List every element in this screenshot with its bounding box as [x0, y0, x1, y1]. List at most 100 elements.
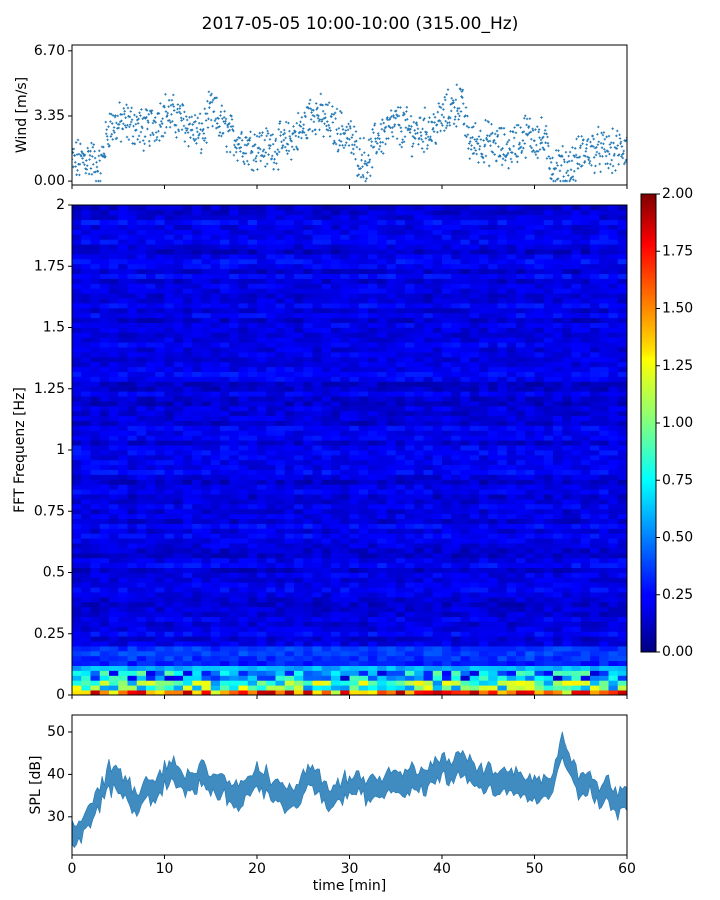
- spectrogram-cell: [506, 479, 517, 485]
- spectrogram-cell: [497, 528, 508, 534]
- spectrogram-cell: [247, 557, 258, 564]
- wind-point: [219, 114, 222, 117]
- spectrogram-cell: [340, 425, 350, 431]
- wind-point: [227, 129, 230, 133]
- spectrogram-cell: [358, 567, 369, 573]
- spectrogram-cell: [377, 459, 387, 466]
- spectrogram-cell: [81, 597, 91, 603]
- spectrogram-cell: [562, 577, 572, 583]
- spectrogram-cell: [201, 577, 212, 583]
- spectrogram-cell: [99, 523, 110, 529]
- wind-point: [431, 120, 434, 124]
- wind-point: [126, 106, 130, 110]
- wind-point: [285, 149, 288, 152]
- spectrogram-cell: [562, 538, 572, 544]
- spectrogram-cell: [183, 484, 193, 490]
- spectrogram-cell: [220, 680, 230, 686]
- spectrogram-cell: [516, 646, 526, 652]
- spectrogram-cell: [506, 489, 517, 495]
- spectrogram-cell: [580, 611, 591, 617]
- spectrogram-cell: [266, 518, 276, 524]
- wind-point: [355, 145, 359, 149]
- spectrogram-cell: [368, 396, 378, 402]
- wind-point: [523, 142, 526, 145]
- wind-point: [98, 149, 101, 153]
- spectrogram-cell: [562, 646, 572, 652]
- spectrogram-cell: [580, 572, 591, 578]
- spectrogram-cell: [266, 499, 276, 505]
- spectrogram-cell: [506, 548, 517, 554]
- spectrogram-cell: [488, 552, 498, 559]
- spectrogram-cell: [358, 425, 369, 431]
- spectrogram-cell: [599, 430, 609, 436]
- spectrogram-cell: [266, 440, 276, 446]
- spectrogram-cell: [525, 450, 535, 456]
- spectrogram-cell: [358, 484, 369, 490]
- spectrogram-cell: [257, 484, 267, 490]
- wind-point: [312, 120, 316, 124]
- spectrogram-cell: [432, 503, 443, 510]
- spectrogram-cell: [247, 543, 258, 549]
- spectrogram-cell: [543, 670, 554, 676]
- wind-point: [126, 123, 129, 127]
- spectrogram-cell: [525, 543, 535, 549]
- spectrogram-cell: [294, 533, 304, 539]
- spectrogram-cell: [469, 665, 480, 671]
- spectrogram-cell: [229, 454, 239, 461]
- spectrogram-cell: [423, 474, 434, 480]
- spectrogram-cell: [321, 494, 332, 500]
- spectrogram-cell: [432, 557, 443, 564]
- spectrogram-cell: [543, 631, 554, 637]
- wind-point: [287, 149, 291, 153]
- spectrogram-cell: [590, 567, 600, 573]
- spectrogram-cell: [284, 499, 295, 505]
- spectrogram-cell: [164, 660, 175, 666]
- spectrogram-cell: [118, 489, 128, 495]
- spectrogram-cell: [617, 616, 627, 622]
- spectrogram-cell: [201, 508, 212, 515]
- spectrogram-cell: [201, 440, 212, 446]
- wind-point: [558, 169, 562, 173]
- spectrogram-cell: [118, 597, 128, 603]
- spectrogram-cell: [442, 675, 452, 681]
- spectrogram-cell: [118, 533, 128, 539]
- wind-point: [546, 142, 550, 145]
- spectrogram-cell: [164, 670, 175, 676]
- spectrogram-cell: [469, 626, 480, 632]
- spectrogram-cell: [303, 489, 313, 495]
- spectrogram-cell: [109, 606, 119, 613]
- spectrogram-cell: [155, 499, 165, 505]
- spectrogram-cell: [349, 503, 360, 510]
- wind-point: [551, 172, 555, 176]
- spectrogram-cell: [599, 670, 609, 676]
- spectrogram-cell: [479, 415, 489, 421]
- spectrogram-cell: [183, 587, 193, 593]
- spectrogram-cell: [173, 665, 184, 671]
- spectrogram-cell: [617, 401, 627, 407]
- spectrogram-cell: [173, 450, 184, 456]
- spectrogram-cell: [497, 445, 508, 451]
- spectrogram-cell: [608, 646, 619, 652]
- wind-point: [278, 120, 282, 123]
- wind-point: [205, 112, 209, 115]
- spectrogram-cell: [479, 484, 489, 490]
- wind-point: [170, 113, 173, 116]
- spectrogram-cell: [469, 440, 480, 446]
- spectrogram-cell: [136, 685, 147, 691]
- wind-point: [418, 137, 421, 140]
- wind-point: [179, 112, 182, 115]
- spectrogram-cell: [266, 405, 276, 412]
- wind-point: [300, 116, 304, 119]
- wind-point: [253, 143, 257, 146]
- spectrogram-cell: [303, 523, 313, 529]
- spectrogram-cell: [525, 680, 535, 686]
- spectrogram-cell: [617, 562, 627, 568]
- spectrogram-cell: [229, 601, 239, 608]
- spectrogram-cell: [312, 641, 323, 647]
- wind-point: [210, 92, 213, 96]
- spectrogram-cell: [414, 528, 424, 534]
- spectrogram-cell: [543, 538, 554, 544]
- spectrogram-cell: [266, 572, 276, 578]
- wind-point: [517, 147, 520, 151]
- spectrogram-cell: [201, 513, 212, 519]
